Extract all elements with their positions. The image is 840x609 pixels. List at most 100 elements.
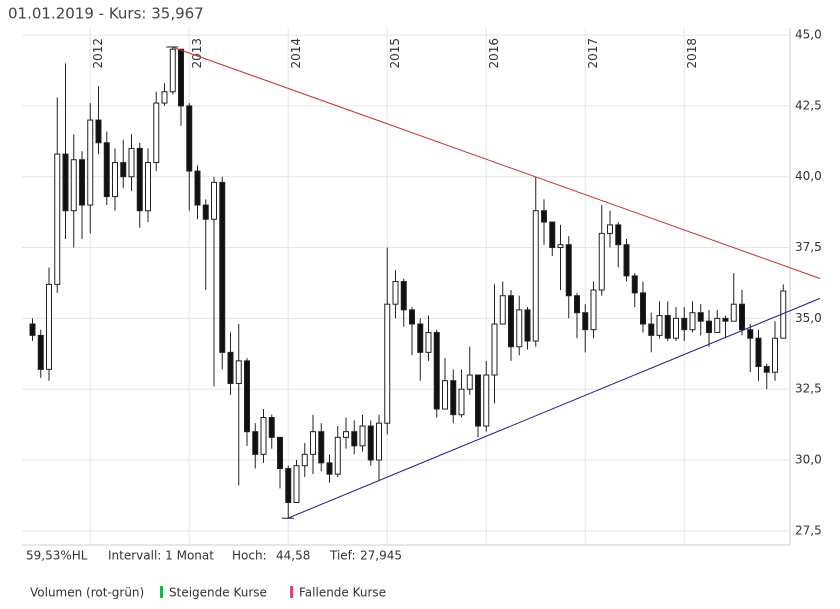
- x-tick-label: 2018: [685, 38, 699, 69]
- candle-body: [549, 221, 556, 249]
- candle-body: [664, 315, 671, 339]
- candle-body: [557, 244, 564, 249]
- candle-body: [722, 317, 729, 322]
- candle-body: [648, 323, 655, 336]
- y-tick-label: 27,5: [795, 523, 822, 537]
- candle-body: [128, 147, 135, 178]
- candle-body: [326, 462, 333, 475]
- chart-title: 01.01.2019 - Kurs: 35,967: [8, 5, 204, 23]
- candle-body: [87, 119, 94, 206]
- y-tick-label: 45,0: [795, 28, 822, 42]
- candle-body: [425, 332, 432, 353]
- info-text: Hoch:: [232, 549, 267, 563]
- candle-body: [46, 283, 52, 370]
- x-tick-label: 2015: [388, 38, 402, 69]
- x-tick-label: 2012: [91, 38, 105, 69]
- y-tick-label: 32,5: [795, 382, 822, 396]
- candle-body: [516, 309, 523, 348]
- candle-body: [62, 153, 69, 212]
- candle-body: [499, 295, 506, 325]
- candle-body: [169, 48, 176, 93]
- candle-body: [508, 295, 514, 348]
- y-tick-label: 30,0: [795, 453, 822, 467]
- y-tick-label: 40,0: [795, 169, 822, 183]
- legend-swatch: [160, 586, 163, 598]
- candle-body: [186, 105, 193, 172]
- y-tick-label: 37,5: [795, 240, 822, 254]
- y-tick-label: 42,5: [795, 98, 822, 112]
- candle-body: [532, 210, 539, 342]
- candle-body: [689, 312, 696, 331]
- candle-body: [161, 91, 168, 104]
- candle-body: [409, 309, 415, 325]
- candle-body: [70, 159, 77, 212]
- candle-body: [450, 380, 457, 416]
- candle-body: [202, 204, 209, 220]
- candle-body: [656, 315, 663, 336]
- candle-body: [673, 317, 679, 339]
- candle-body: [466, 374, 473, 390]
- candle-body: [623, 244, 630, 277]
- legend-label: Fallende Kurse: [299, 586, 386, 600]
- candle-body: [37, 334, 44, 370]
- candle-body: [178, 48, 184, 107]
- x-tick-label: 2017: [586, 38, 600, 69]
- candle-body: [376, 422, 382, 461]
- y-tick-label: 35,0: [795, 311, 822, 325]
- candle-body: [640, 292, 646, 325]
- candle-body: [310, 431, 316, 455]
- candle-body: [252, 431, 259, 455]
- candle-body: [351, 431, 358, 447]
- candle-body: [260, 417, 267, 455]
- info-text: 59,53%HL: [26, 549, 88, 563]
- trend-line: [287, 297, 821, 519]
- candle-body: [697, 312, 704, 322]
- candle-body: [615, 224, 622, 246]
- info-text: Tief:: [329, 549, 356, 563]
- candle-body: [755, 337, 762, 368]
- candle-body: [219, 181, 226, 353]
- candle-body: [714, 317, 721, 334]
- candle-body: [334, 436, 341, 475]
- candle-body: [277, 436, 283, 470]
- candle-body: [565, 244, 572, 297]
- candle-body: [318, 431, 325, 464]
- candle-body: [136, 147, 143, 212]
- candle-body: [417, 323, 424, 353]
- candle-body: [285, 468, 292, 504]
- candle-body: [29, 323, 36, 336]
- legend-swatch: [290, 586, 293, 598]
- candle-body: [384, 303, 391, 424]
- candle-body: [739, 303, 745, 331]
- candle-body: [491, 323, 498, 376]
- candle-body: [244, 360, 250, 433]
- trend-line: [172, 46, 821, 279]
- candle-body: [211, 181, 217, 220]
- candle-body: [458, 388, 465, 416]
- candle-body: [574, 295, 580, 314]
- candle-body: [706, 320, 712, 334]
- candle-body: [442, 380, 448, 410]
- candle-body: [293, 465, 300, 504]
- candle-body: [483, 374, 490, 427]
- candle-body: [145, 162, 151, 212]
- info-text: 44,58: [276, 549, 310, 563]
- candle-body: [268, 417, 275, 438]
- candle-body: [235, 360, 242, 385]
- candle-body: [763, 366, 770, 373]
- candle-body: [598, 232, 605, 291]
- candle-body: [343, 431, 349, 438]
- legend-label: Steigende Kurse: [169, 586, 267, 600]
- candle-body: [95, 119, 102, 144]
- candle-body: [120, 162, 127, 178]
- candle-body: [194, 170, 201, 206]
- candle-body: [54, 153, 61, 285]
- candle-body: [400, 281, 407, 311]
- candle-body: [524, 309, 531, 342]
- info-text: 27,945: [360, 549, 402, 563]
- candle-body: [730, 303, 737, 322]
- candle-body: [590, 289, 597, 331]
- candle-body: [301, 453, 308, 467]
- candle-body: [79, 159, 85, 206]
